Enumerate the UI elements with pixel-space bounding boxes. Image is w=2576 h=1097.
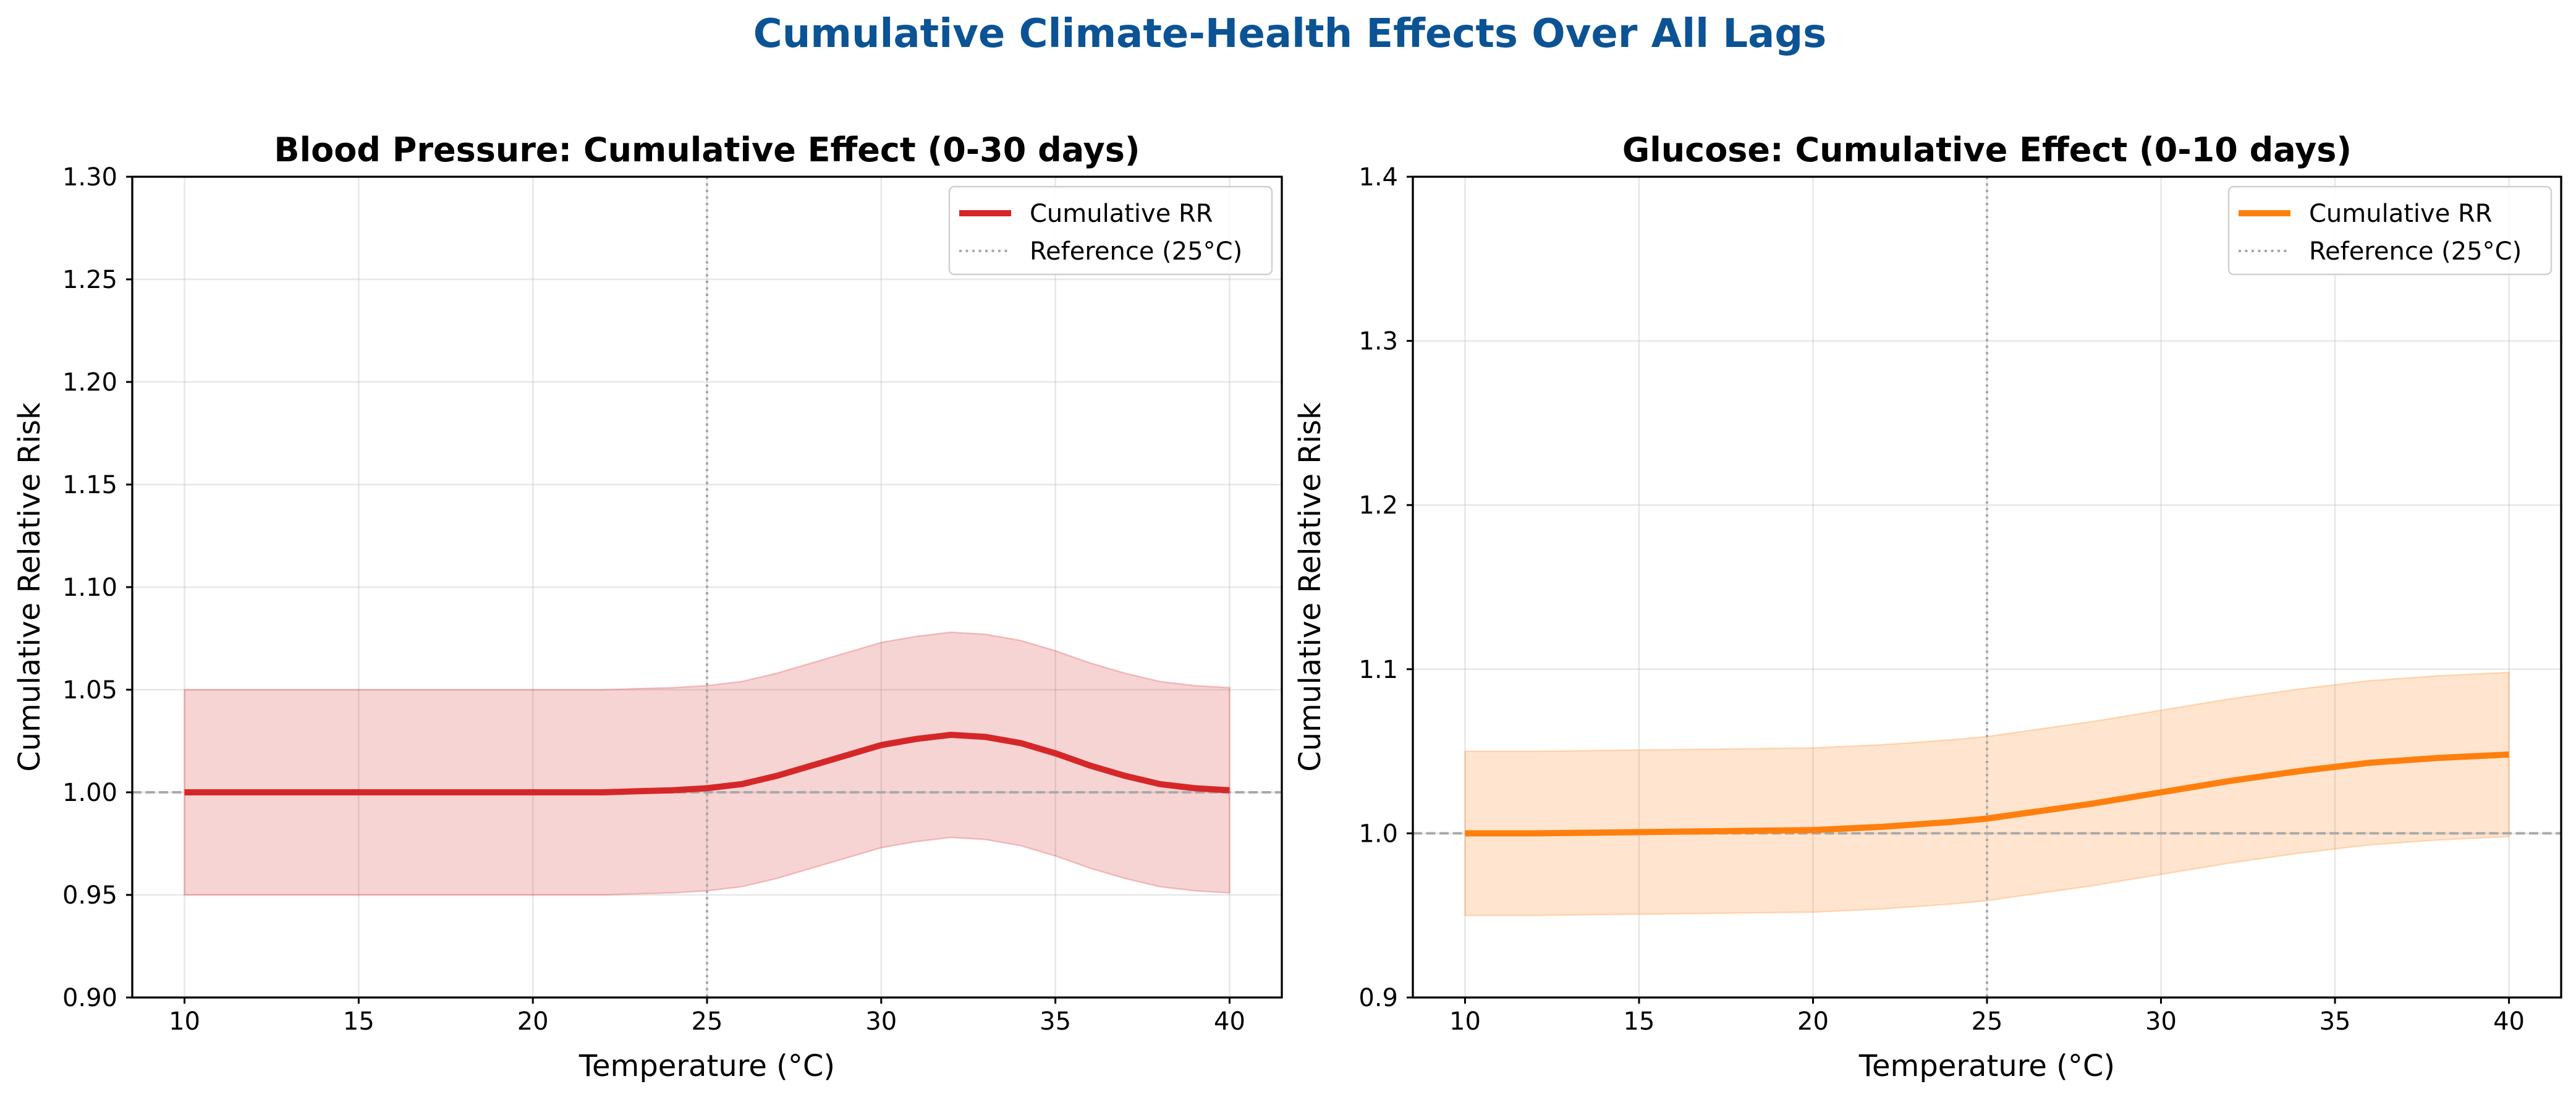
- legend-label: Cumulative RR: [2309, 200, 2493, 228]
- y-axis-label: Cumulative Relative Risk: [12, 402, 47, 772]
- x-tick-label: 40: [1214, 1007, 1245, 1036]
- x-tick-label: 40: [2493, 1007, 2525, 1036]
- y-tick-label: 0.90: [62, 984, 117, 1012]
- y-tick-label: 1.3: [1358, 328, 1398, 356]
- x-tick-label: 25: [692, 1007, 723, 1036]
- legend: Cumulative RR Reference (25°C): [2227, 185, 2553, 276]
- x-tick-label: 15: [343, 1007, 375, 1036]
- figure-title: Cumulative Climate-Health Effects Over A…: [753, 11, 1826, 57]
- chart-title: Glucose: Cumulative Effect (0-10 days): [1622, 130, 2352, 169]
- x-tick-label: 35: [2320, 1007, 2351, 1036]
- legend-label: Cumulative RR: [1030, 200, 1213, 228]
- confidence-band: [184, 631, 1231, 896]
- legend-frame: [948, 185, 1273, 276]
- x-tick-label: 15: [1624, 1007, 1655, 1036]
- y-tick-label: 1.30: [62, 163, 117, 192]
- x-tick-label: 10: [1449, 1007, 1481, 1036]
- y-tick-label: 1.4: [1358, 163, 1398, 192]
- y-tick-label: 1.0: [1358, 820, 1398, 848]
- y-tick-label: 1.1: [1358, 656, 1398, 684]
- x-tick-label: 20: [517, 1007, 549, 1036]
- series-line: [1465, 751, 2509, 837]
- y-tick-label: 1.25: [62, 266, 117, 294]
- x-tick-label: 30: [865, 1007, 897, 1036]
- x-tick-label: 10: [169, 1007, 200, 1036]
- y-axis-label: Cumulative Relative Risk: [1293, 402, 1328, 772]
- legend: Cumulative RR Reference (25°C): [948, 185, 1273, 276]
- x-axis-label: Temperature (°C): [578, 1049, 835, 1083]
- legend-frame: [2227, 185, 2553, 276]
- x-tick-label: 30: [2145, 1007, 2177, 1036]
- legend-label: Reference (25°C): [2309, 237, 2522, 266]
- series-line: [184, 732, 1230, 795]
- y-tick-label: 0.9: [1358, 984, 1398, 1012]
- chart-panel-1: 10 15 20 25 30 35 40 0.90 0.95 1.00 1.05 1.10 1.15 1.…: [12, 130, 1283, 1083]
- x-tick-label: 20: [1797, 1007, 1829, 1036]
- chart-panel-2: 10 15 20 25 30 35 40 0.9 1.0 1.1 1.2 1.3 1.4 Glucose:…: [1293, 130, 2562, 1083]
- y-tick-label: 1.00: [62, 779, 117, 807]
- x-tick-label: 25: [1972, 1007, 2003, 1036]
- y-tick-label: 0.95: [62, 881, 117, 910]
- y-tick-label: 1.15: [62, 471, 117, 499]
- y-tick-label: 1.20: [62, 368, 117, 397]
- x-tick-label: 35: [1040, 1007, 1071, 1036]
- y-tick-label: 1.05: [62, 676, 117, 705]
- y-tick-label: 1.10: [62, 574, 117, 602]
- x-axis-label: Temperature (°C): [1858, 1049, 2115, 1083]
- y-tick-label: 1.2: [1358, 491, 1398, 520]
- legend-label: Reference (25°C): [1030, 237, 1242, 266]
- chart-title: Blood Pressure: Cumulative Effect (0-30 …: [274, 130, 1140, 169]
